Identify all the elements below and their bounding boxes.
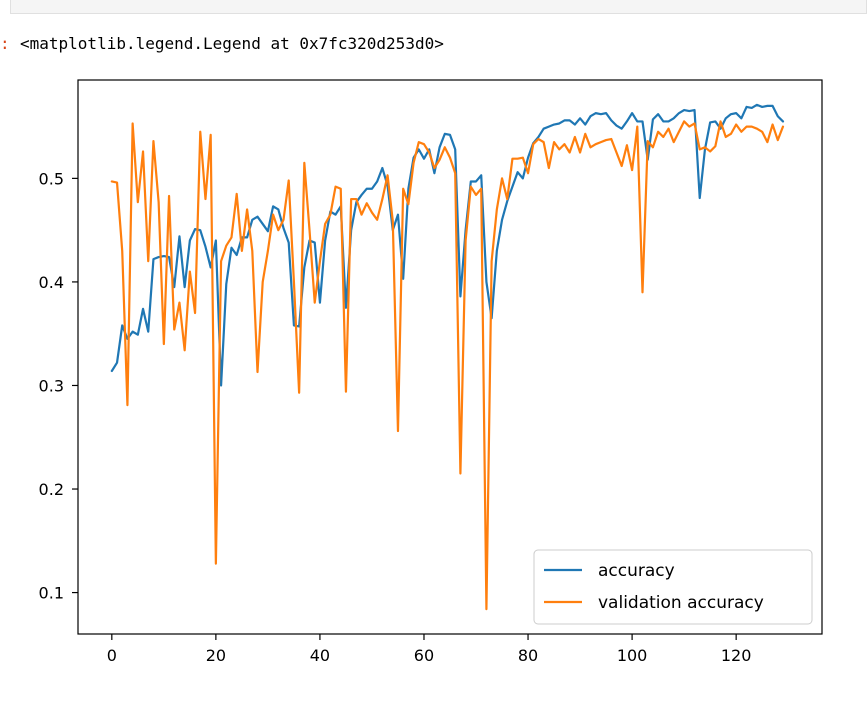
axes-frame [77, 79, 823, 635]
legend-label: validation accuracy [598, 593, 764, 613]
x-tick-label: 100 [617, 646, 648, 665]
y-tick-label: 0.2 [39, 480, 64, 499]
x-tick-label: 20 [206, 646, 226, 665]
series-line-accuracy [110, 103, 785, 387]
output-text: <matplotlib.legend.Legend at 0x7fc320d25… [20, 34, 444, 53]
output-prompt: : [0, 34, 10, 53]
x-axis: 0 20 40 60 80 100 120 [107, 634, 752, 665]
y-tick-label: 0.5 [39, 169, 64, 188]
y-axis: 0.1 0.2 0.3 0.4 0.5 [39, 169, 78, 603]
legend-label: accuracy [598, 561, 675, 581]
y-tick-label: 0.3 [39, 376, 64, 395]
y-tick-label: 0.1 [39, 584, 64, 603]
x-tick-label: 60 [414, 646, 434, 665]
x-tick-label: 0 [107, 646, 117, 665]
y-tick-label: 0.4 [39, 273, 64, 292]
legend-box [533, 549, 813, 625]
series-line-validation-accuracy [110, 120, 785, 611]
x-tick-label: 120 [721, 646, 752, 665]
legend: accuracy validation accuracy [533, 549, 813, 625]
x-tick-label: 40 [310, 646, 330, 665]
series-lines [110, 103, 785, 611]
x-tick-label: 80 [518, 646, 538, 665]
